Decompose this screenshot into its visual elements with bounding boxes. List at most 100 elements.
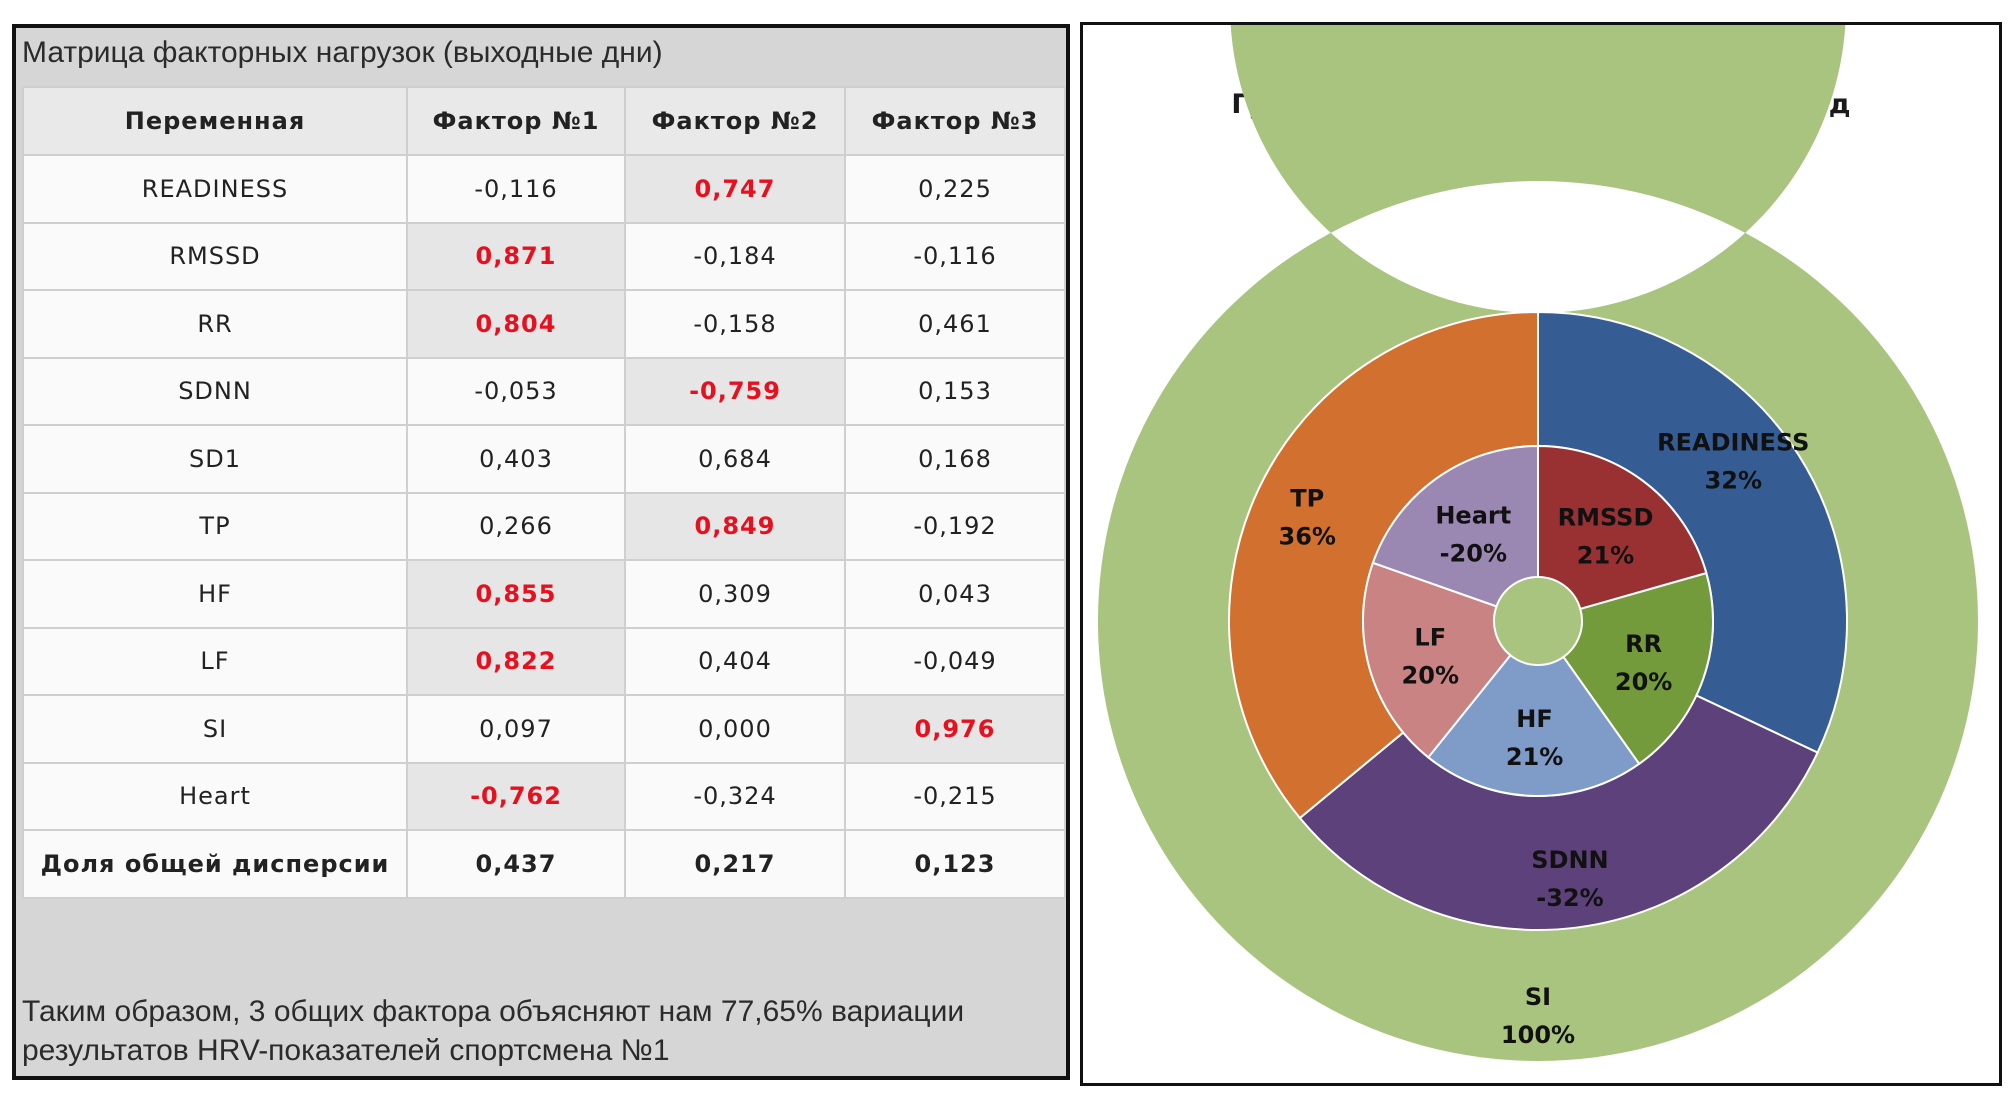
cell-factor-2: -0,184	[624, 221, 846, 291]
cell-factor-3: 0,976	[844, 694, 1066, 764]
cell-factor-1: 0,855	[406, 559, 626, 629]
cell-variable: LF	[22, 626, 408, 696]
table-row: SDNN -0,053 -0,759 0,153	[22, 356, 1066, 426]
slice-value: 32%	[1705, 466, 1762, 494]
cell-total-f1: 0,437	[406, 829, 626, 899]
cell-factor-3: 0,043	[844, 559, 1066, 629]
slice-name: SDNN	[1531, 846, 1608, 874]
cell-factor-3: -0,192	[844, 491, 1066, 561]
slice-value: 21%	[1577, 542, 1634, 570]
slice-value: 36%	[1279, 522, 1336, 550]
cell-factor-3: -0,116	[844, 221, 1066, 291]
slice-rmssd	[1537, 444, 1708, 611]
table-row: TP 0,266 0,849 -0,192	[22, 491, 1066, 561]
slice-name: Heart	[1435, 502, 1511, 530]
chart-panel: Выходные дни Группа: девушки 15-16 лет, …	[1080, 22, 2002, 1086]
slice-heart	[1371, 444, 1539, 608]
cell-factor-1: -0,116	[406, 154, 626, 224]
cell-variable: SI	[22, 694, 408, 764]
slice-value: -20%	[1440, 540, 1507, 568]
cell-factor-3: -0,049	[844, 626, 1066, 696]
cell-factor-3: 0,461	[844, 289, 1066, 359]
doughnut-chart: SI100%READINESS32%SDNN-32%TP36%RMSSD21%R…	[1098, 25, 1978, 1061]
cell-factor-1: 0,871	[406, 221, 626, 291]
slice-label-rr: RR 20%	[1615, 630, 1672, 696]
cell-factor-2: 0,309	[624, 559, 846, 629]
table-row: Heart -0,762 -0,324 -0,215	[22, 761, 1066, 831]
slice-rr	[1562, 571, 1714, 766]
cell-factor-1: 0,403	[406, 424, 626, 494]
slice-label-heart: Heart -20%	[1435, 502, 1511, 568]
cell-factor-2: 0,747	[624, 154, 846, 224]
cell-factor-1: -0,762	[406, 761, 626, 831]
cell-factor-2: 0,404	[624, 626, 846, 696]
slice-value: 100%	[1501, 1021, 1575, 1049]
slice-name: READINESS	[1657, 428, 1809, 456]
cell-factor-3: 0,168	[844, 424, 1066, 494]
cell-variable: RMSSD	[22, 221, 408, 291]
slice-name: RR	[1625, 630, 1662, 658]
slice-label-si: SI 100%	[1501, 983, 1575, 1049]
table-row: SI 0,097 0,000 0,976	[22, 694, 1066, 764]
cell-total-f3: 0,123	[844, 829, 1066, 899]
cell-factor-3: 0,153	[844, 356, 1066, 426]
cell-factor-2: -0,759	[624, 356, 846, 426]
cell-total-f2: 0,217	[624, 829, 846, 899]
cell-variable: Heart	[22, 761, 408, 831]
slice-hf	[1426, 653, 1641, 797]
table-row: READINESS -0,116 0,747 0,225	[22, 154, 1066, 224]
slice-lf	[1362, 561, 1512, 759]
slice-label-tp: TP 36%	[1279, 484, 1336, 550]
slice-name: TP	[1290, 484, 1324, 512]
slice-name: RMSSD	[1558, 504, 1654, 532]
conclusion-line-2: результатов HRV-показателей спортсмена №…	[22, 1034, 670, 1067]
cell-factor-1: 0,266	[406, 491, 626, 561]
slice-name: HF	[1516, 705, 1552, 733]
cell-variable: TP	[22, 491, 408, 561]
cell-factor-3: -0,215	[844, 761, 1066, 831]
cell-variable: HF	[22, 559, 408, 629]
table-total-row: Доля общей дисперсии 0,437 0,217 0,123	[22, 829, 1066, 899]
table-header-row: Переменная Фактор №1 Фактор №2 Фактор №3	[22, 86, 1066, 156]
loadings-panel: Матрица факторных нагрузок (выходные дни…	[12, 24, 1070, 1080]
cell-variable: SDNN	[22, 356, 408, 426]
cell-variable: SD1	[22, 424, 408, 494]
slice-label-lf: LF 20%	[1402, 624, 1459, 690]
slice-value: 20%	[1615, 668, 1672, 696]
table-row: SD1 0,403 0,684 0,168	[22, 424, 1066, 494]
conclusion-line-1: Таким образом, 3 общих фактора объясняют…	[22, 995, 965, 1028]
cell-variable: RR	[22, 289, 408, 359]
cell-factor-2: -0,324	[624, 761, 846, 831]
cell-factor-2: 0,684	[624, 424, 846, 494]
table-row: HF 0,855 0,309 0,043	[22, 559, 1066, 629]
table-row: RMSSD 0,871 -0,184 -0,116	[22, 221, 1066, 291]
header-factor-2: Фактор №2	[624, 86, 846, 156]
cell-variable: READINESS	[22, 154, 408, 224]
cell-factor-2: 0,000	[624, 694, 846, 764]
conclusion-text: Таким образом, 3 общих фактора объясняют…	[22, 992, 1062, 1070]
cell-factor-2: 0,849	[624, 491, 846, 561]
slice-label-hf: HF 21%	[1506, 705, 1563, 771]
slice-label-sdnn: SDNN -32%	[1531, 846, 1608, 912]
header-variable: Переменная	[22, 86, 408, 156]
cell-factor-3: 0,225	[844, 154, 1066, 224]
slice-name: SI	[1525, 983, 1551, 1011]
slice-value: -32%	[1536, 884, 1603, 912]
header-factor-3: Фактор №3	[844, 86, 1066, 156]
table-row: RR 0,804 -0,158 0,461	[22, 289, 1066, 359]
factor-loadings-table: Переменная Фактор №1 Фактор №2 Фактор №3…	[22, 86, 1066, 899]
cell-factor-1: 0,804	[406, 289, 626, 359]
cell-factor-1: -0,053	[406, 356, 626, 426]
panel-title: Матрица факторных нагрузок (выходные дни…	[22, 36, 663, 69]
table-row: LF 0,822 0,404 -0,049	[22, 626, 1066, 696]
slice-label-rmssd: RMSSD 21%	[1558, 504, 1654, 570]
slice-value: 21%	[1506, 743, 1563, 771]
slice-value: 20%	[1402, 662, 1459, 690]
cell-total-label: Доля общей дисперсии	[22, 829, 408, 899]
slice-name: LF	[1414, 624, 1446, 652]
slice-label-readiness: READINESS 32%	[1657, 428, 1809, 494]
header-factor-1: Фактор №1	[406, 86, 626, 156]
cell-factor-1: 0,097	[406, 694, 626, 764]
cell-factor-1: 0,822	[406, 626, 626, 696]
cell-factor-2: -0,158	[624, 289, 846, 359]
